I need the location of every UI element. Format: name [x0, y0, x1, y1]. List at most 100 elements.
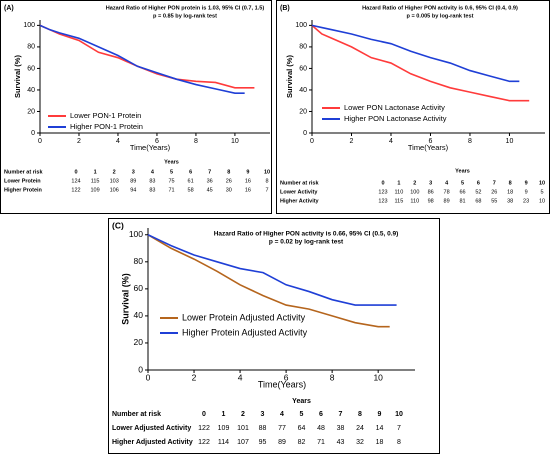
risk-year: 2	[241, 411, 245, 418]
y-tick-label: 20	[299, 108, 307, 115]
risk-year: 10	[264, 169, 270, 175]
y-tick-label: 100	[23, 22, 35, 29]
risk-value: 109	[91, 187, 100, 193]
x-tick-label: 4	[116, 138, 120, 145]
y-tick-label: 80	[299, 44, 307, 51]
chart-subtitle: p = 0.85 by log-rank test	[153, 13, 217, 19]
y-tick-label: 40	[27, 87, 35, 94]
x-tick-label: 2	[350, 138, 354, 145]
risk-value: 30	[226, 187, 232, 193]
risk-year: 5	[461, 180, 464, 186]
chart-title: Hazard Ratio of Higher PON activity is 0…	[362, 5, 518, 11]
y-tick-label: 0	[303, 130, 307, 137]
y-axis-label: Survival (%)	[13, 55, 22, 98]
risk-year: 3	[132, 169, 135, 175]
risk-value: 101	[237, 425, 249, 432]
risk-value: 7	[265, 187, 268, 193]
risk-value: 66	[459, 189, 465, 195]
risk-value: 18	[376, 439, 384, 446]
x-tick-label: 6	[429, 138, 433, 145]
chart-title: Hazard Ratio of Higher PON protein is 1.…	[106, 5, 265, 11]
risk-table-title: Number at risk	[112, 411, 161, 418]
survival-curve	[311, 24, 530, 102]
survival-curve	[39, 24, 245, 94]
risk-row-label: Higher Adjusted Activity	[112, 439, 193, 446]
risk-value: 89	[444, 198, 450, 204]
risk-value: 52	[475, 189, 481, 195]
risk-value: 107	[237, 439, 249, 446]
y-tick-label: 100	[129, 229, 143, 239]
risk-year: 0	[381, 180, 384, 186]
legend-label: Lower PON-1 Protein	[70, 111, 141, 120]
risk-value: 10	[539, 198, 545, 204]
panel-border	[0, 0, 272, 214]
risk-value: 38	[507, 198, 513, 204]
risk-value: 109	[218, 425, 230, 432]
risk-year: 6	[189, 169, 192, 175]
risk-value: 100	[410, 189, 419, 195]
risk-value: 89	[278, 439, 286, 446]
risk-year: 1	[397, 180, 400, 186]
risk-row-label: Higher Protein	[4, 187, 43, 193]
risk-value: 68	[475, 198, 481, 204]
risk-value: 14	[376, 425, 384, 432]
x-tick-label: 10	[506, 138, 514, 145]
risk-value: 122	[198, 425, 210, 432]
risk-year: 0	[74, 169, 77, 175]
panel-label: (A)	[4, 5, 14, 12]
risk-year: 8	[227, 169, 230, 175]
risk-value: 83	[149, 187, 155, 193]
risk-year: 4	[151, 169, 155, 175]
risk-value: 9	[525, 189, 528, 195]
risk-table-title: Number at risk	[280, 180, 319, 186]
y-tick-label: 60	[134, 283, 144, 293]
risk-value: 103	[110, 178, 119, 184]
risk-year: 9	[525, 180, 528, 186]
risk-row-label: Lower Protein	[4, 178, 41, 184]
risk-value: 110	[410, 198, 419, 204]
risk-value: 5	[540, 189, 543, 195]
risk-year: 5	[300, 411, 304, 418]
y-tick-label: 80	[134, 256, 144, 266]
risk-table-header: Years	[292, 398, 311, 405]
x-tick-label: 8	[330, 372, 335, 382]
risk-year: 4	[280, 411, 284, 418]
risk-year: 7	[339, 411, 343, 418]
y-tick-label: 40	[134, 310, 144, 320]
survival-curve	[147, 234, 397, 306]
risk-value: 95	[259, 439, 267, 446]
risk-value: 36	[207, 178, 213, 184]
risk-value: 75	[168, 178, 174, 184]
survival-curve	[39, 24, 255, 89]
risk-value: 64	[298, 425, 306, 432]
risk-value: 18	[507, 189, 513, 195]
panel-label: (B)	[280, 5, 290, 12]
risk-year: 5	[170, 169, 173, 175]
risk-row-label: Higher Activity	[280, 198, 320, 204]
risk-value: 122	[198, 439, 210, 446]
risk-year: 9	[378, 411, 382, 418]
risk-year: 3	[261, 411, 265, 418]
legend-label: Higher PON-1 Protein	[70, 122, 143, 131]
x-tick-label: 2	[192, 372, 197, 382]
risk-value: 16	[245, 187, 251, 193]
risk-value: 71	[317, 439, 325, 446]
x-tick-label: 4	[389, 138, 393, 145]
x-tick-label: 10	[373, 372, 383, 382]
legend-label: Lower PON Lactonase Activity	[344, 103, 445, 112]
x-axis-label: Time(Years)	[130, 143, 171, 152]
x-tick-label: 8	[194, 138, 198, 145]
risk-value: 24	[356, 425, 364, 432]
risk-value: 61	[188, 178, 194, 184]
x-tick-label: 2	[77, 138, 81, 145]
y-tick-label: 20	[27, 108, 35, 115]
y-tick-label: 0	[138, 364, 143, 374]
risk-row-label: Lower Adjusted Activity	[112, 425, 191, 432]
risk-value: 7	[397, 425, 401, 432]
legend-label: Higher PON Lactonase Activity	[344, 114, 447, 123]
risk-value: 82	[298, 439, 306, 446]
risk-year: 2	[413, 180, 416, 186]
y-axis-label: Survival (%)	[120, 273, 130, 325]
risk-value: 81	[459, 198, 465, 204]
x-tick-label: 0	[38, 138, 42, 145]
